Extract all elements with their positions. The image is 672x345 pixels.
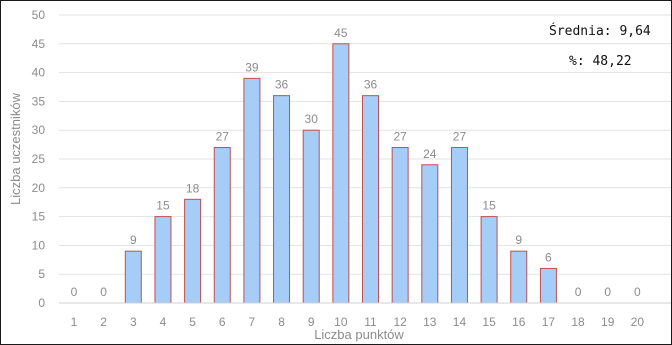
- data-label: 36: [275, 78, 289, 92]
- data-label: 0: [575, 285, 582, 299]
- data-label: 24: [423, 147, 437, 161]
- bar: [480, 216, 498, 304]
- data-label: 0: [634, 285, 641, 299]
- data-label: 0: [100, 285, 107, 299]
- data-label: 0: [71, 285, 78, 299]
- y-axis-title: Liczba uczestników: [8, 92, 23, 205]
- x-tick-label: 1: [71, 315, 78, 329]
- x-tick-label: 11: [364, 315, 377, 329]
- x-tick-label: 5: [189, 315, 196, 329]
- data-label: 36: [364, 78, 378, 92]
- x-tick-label: 4: [160, 315, 167, 329]
- data-label: 27: [453, 129, 467, 143]
- y-tick-label: 25: [32, 152, 46, 166]
- percent-annotation: %: 48,22: [569, 54, 632, 69]
- y-tick-label: 50: [32, 8, 46, 22]
- bar: [421, 164, 439, 304]
- data-label: 6: [545, 250, 552, 264]
- y-axis-ticks: 0 5 10 15 20 25 30 35 40 45 50: [32, 8, 46, 310]
- data-label: 39: [245, 60, 259, 74]
- y-tick-label: 40: [32, 66, 46, 80]
- bar: [124, 250, 142, 304]
- bar: [362, 95, 379, 304]
- bar: [213, 146, 231, 304]
- bars: [124, 43, 557, 304]
- x-tick-label: 19: [601, 315, 615, 329]
- x-axis-title: Liczba punktów: [314, 327, 404, 342]
- y-tick-label: 10: [32, 238, 46, 252]
- y-tick-label: 0: [38, 296, 45, 310]
- bar: [450, 146, 468, 304]
- bar: [302, 129, 320, 304]
- y-tick-label: 5: [38, 267, 45, 281]
- y-tick-label: 30: [32, 123, 46, 137]
- data-label: 27: [393, 129, 407, 143]
- x-tick-label: 8: [278, 315, 285, 329]
- data-label: 45: [334, 26, 348, 40]
- x-tick-label: 18: [571, 315, 585, 329]
- data-label: 9: [130, 233, 137, 247]
- x-tick-label: 2: [100, 315, 107, 329]
- data-label: 9: [515, 233, 522, 247]
- bar: [273, 95, 291, 304]
- y-tick-label: 35: [32, 94, 46, 108]
- x-tick-label: 6: [219, 315, 226, 329]
- bar: [243, 77, 261, 304]
- x-tick-label: 9: [308, 315, 315, 329]
- data-label: 18: [186, 181, 200, 195]
- y-tick-label: 15: [32, 210, 46, 224]
- x-tick-label: 20: [631, 315, 645, 329]
- data-label: 27: [216, 129, 230, 143]
- data-labels: 0 0 9 15 18 27 39 36 30 45 36 27 24 27 15 9 6 0 0 0: [71, 26, 641, 299]
- bar: [510, 250, 528, 304]
- bar: [391, 146, 409, 304]
- data-label: 15: [482, 199, 496, 213]
- x-tick-label: 16: [512, 315, 526, 329]
- data-label: 15: [156, 199, 170, 213]
- x-tick-label: 10: [334, 315, 348, 329]
- x-tick-label: 14: [453, 315, 467, 329]
- data-label: 0: [604, 285, 611, 299]
- x-tick-label: 7: [249, 315, 256, 329]
- bar: [539, 267, 557, 304]
- x-tick-label: 17: [542, 315, 556, 329]
- x-tick-label: 12: [393, 315, 407, 329]
- y-tick-label: 20: [32, 181, 46, 195]
- bar: [184, 198, 202, 304]
- x-axis-ticks: 1 2 3 4 5 6 7 8 9 10 11 12 13 14 15 16 17 18 19 20: [71, 315, 645, 329]
- y-tick-label: 45: [32, 37, 46, 51]
- mean-annotation: Średnia: 9,64: [549, 23, 651, 39]
- data-label: 30: [305, 112, 319, 126]
- bar: [332, 43, 350, 304]
- x-tick-label: 15: [482, 315, 496, 329]
- x-tick-label: 13: [423, 315, 437, 329]
- bar: [154, 216, 172, 304]
- x-tick-label: 3: [130, 315, 137, 329]
